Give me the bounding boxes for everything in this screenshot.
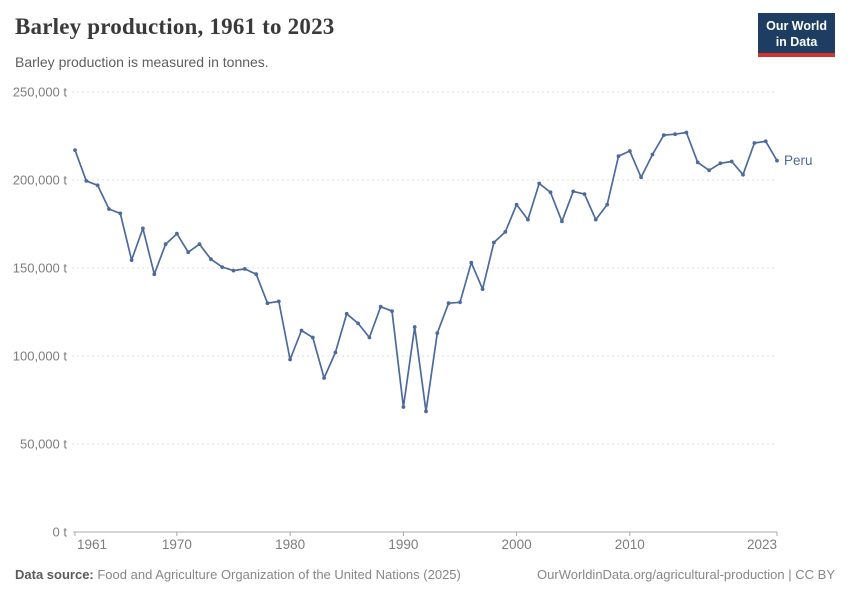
data-point[interactable]	[526, 217, 530, 222]
data-point[interactable]	[197, 242, 202, 247]
data-point[interactable]	[344, 311, 349, 316]
data-point[interactable]	[775, 158, 779, 163]
data-point[interactable]	[605, 202, 610, 207]
data-point[interactable]	[412, 325, 417, 329]
x-axis-tick-label: 1970	[162, 537, 192, 552]
data-point[interactable]	[503, 230, 508, 234]
license-text: | CC BY	[784, 567, 835, 582]
owid-url-link[interactable]: OurWorldinData.org/agricultural-producti…	[537, 567, 785, 582]
series-end-label[interactable]: Peru	[784, 153, 813, 168]
chart-subtitle: Barley production is measured in tonnes.	[15, 54, 269, 70]
x-axis-tick-label: 2010	[615, 537, 645, 552]
owid-logo[interactable]: Our World in Data	[758, 13, 835, 57]
data-point[interactable]	[639, 175, 643, 180]
data-point[interactable]	[616, 154, 621, 159]
data-point[interactable]	[231, 268, 236, 273]
data-point[interactable]	[661, 133, 666, 138]
data-point[interactable]	[333, 350, 338, 355]
x-axis-tick-label: 1980	[275, 537, 305, 552]
data-point[interactable]	[288, 357, 292, 362]
data-point[interactable]	[118, 211, 123, 216]
data-point[interactable]	[186, 250, 191, 255]
data-point[interactable]	[684, 130, 689, 135]
data-point[interactable]	[175, 231, 179, 236]
data-point[interactable]	[446, 301, 451, 306]
y-axis-tick-label: 50,000 t	[20, 437, 67, 452]
data-point[interactable]	[107, 207, 111, 211]
data-point[interactable]	[537, 181, 542, 186]
owid-logo-line2: in Data	[775, 35, 818, 49]
data-point[interactable]	[356, 321, 360, 326]
x-axis-tick-label: 1961	[77, 537, 107, 552]
owid-logo-line1: Our World	[766, 19, 827, 33]
data-point[interactable]	[390, 309, 394, 313]
data-point[interactable]	[322, 376, 326, 380]
data-point[interactable]	[276, 299, 281, 304]
data-point[interactable]	[95, 183, 100, 188]
data-point[interactable]	[695, 160, 700, 165]
data-point[interactable]	[627, 149, 632, 153]
data-point[interactable]	[707, 168, 711, 173]
y-axis-tick-label: 0 t	[53, 525, 68, 540]
data-point[interactable]	[163, 242, 168, 247]
y-axis-tick-label: 100,000 t	[13, 349, 68, 364]
data-point[interactable]	[492, 240, 496, 245]
data-point[interactable]	[514, 202, 519, 207]
data-point[interactable]	[582, 192, 587, 197]
data-point[interactable]	[469, 260, 474, 265]
data-point[interactable]	[593, 217, 598, 222]
data-point[interactable]	[129, 258, 134, 262]
data-point[interactable]	[310, 335, 315, 340]
data-point[interactable]	[220, 265, 225, 269]
data-point[interactable]	[673, 132, 677, 137]
y-axis-tick-label: 150,000 t	[13, 261, 68, 276]
data-point[interactable]	[763, 139, 768, 144]
data-point[interactable]	[401, 405, 406, 409]
x-axis-tick-label: 1990	[388, 537, 418, 552]
chart-footer: Data source: Food and Agriculture Organi…	[15, 567, 835, 582]
data-point[interactable]	[424, 409, 428, 414]
data-point[interactable]	[265, 301, 270, 306]
data-point[interactable]	[435, 331, 440, 335]
data-line-peru[interactable]	[74, 131, 778, 413]
data-point[interactable]	[650, 152, 655, 157]
data-point[interactable]	[571, 189, 576, 194]
data-point[interactable]	[254, 272, 259, 277]
data-point[interactable]	[84, 179, 89, 183]
data-point[interactable]	[718, 161, 723, 166]
data-point[interactable]	[378, 304, 383, 309]
data-point[interactable]	[209, 257, 213, 262]
data-point[interactable]	[729, 159, 734, 164]
data-point[interactable]	[73, 148, 77, 153]
data-source-text: Food and Agriculture Organization of the…	[93, 567, 461, 582]
data-point[interactable]	[299, 328, 304, 333]
y-axis-tick-label: 200,000 t	[13, 173, 68, 188]
data-point[interactable]	[560, 219, 564, 224]
data-point[interactable]	[242, 267, 247, 271]
data-point[interactable]	[458, 300, 462, 305]
data-point[interactable]	[480, 287, 485, 291]
x-axis-tick-label: 2000	[502, 537, 532, 552]
data-point[interactable]	[752, 141, 757, 145]
y-axis-tick-label: 250,000 t	[13, 85, 68, 100]
page-title: Barley production, 1961 to 2023	[15, 14, 335, 39]
data-point[interactable]	[152, 272, 157, 277]
data-source-label: Data source:	[15, 567, 94, 582]
footer-links: OurWorldinData.org/agricultural-producti…	[537, 567, 835, 582]
data-point[interactable]	[367, 335, 372, 340]
data-source: Data source: Food and Agriculture Organi…	[15, 567, 461, 582]
data-point[interactable]	[141, 226, 145, 231]
data-point[interactable]	[548, 190, 553, 195]
data-point[interactable]	[741, 172, 745, 177]
x-axis-tick-label: 2023	[747, 537, 777, 552]
